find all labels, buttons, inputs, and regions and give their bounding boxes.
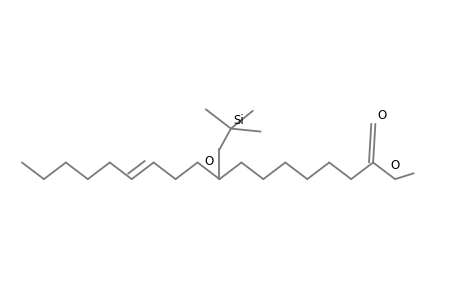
Text: O: O [204,155,213,168]
Text: O: O [377,110,386,122]
Text: Si: Si [233,114,243,127]
Text: O: O [390,159,399,172]
